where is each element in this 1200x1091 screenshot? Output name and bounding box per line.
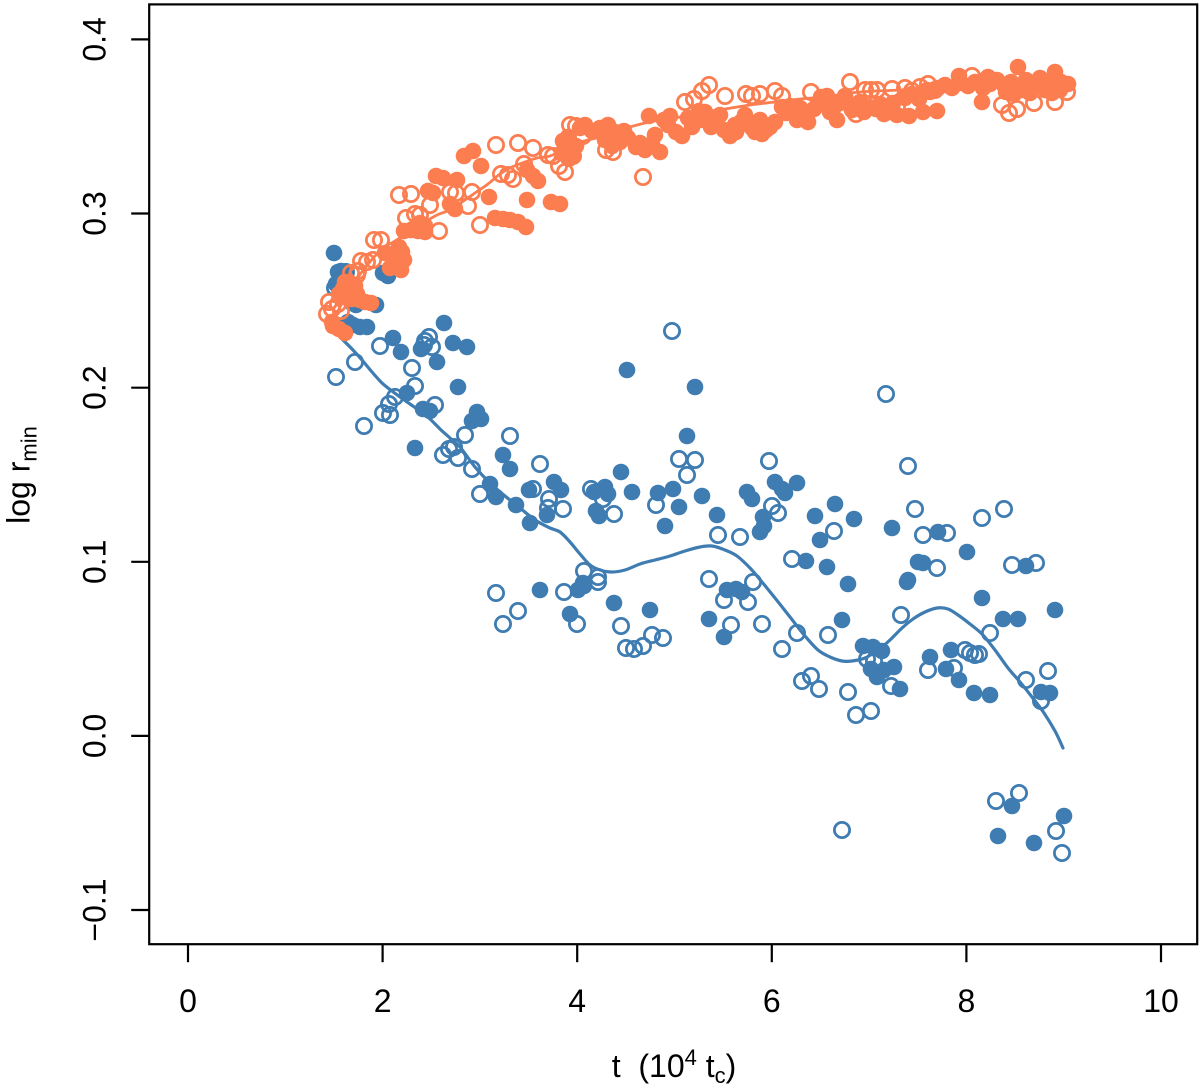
svg-text:−0.1: −0.1 (77, 878, 113, 941)
svg-text:4: 4 (568, 983, 586, 1019)
svg-text:0.1: 0.1 (77, 540, 113, 584)
svg-text:8: 8 (958, 983, 976, 1019)
svg-text:0: 0 (179, 983, 197, 1019)
svg-text:2: 2 (374, 983, 392, 1019)
svg-text:0.0: 0.0 (77, 714, 113, 758)
svg-text:10: 10 (1143, 983, 1179, 1019)
svg-text:0.4: 0.4 (77, 17, 113, 61)
svg-text:0.2: 0.2 (77, 365, 113, 409)
svg-text:6: 6 (763, 983, 781, 1019)
svg-text:0.3: 0.3 (77, 191, 113, 235)
